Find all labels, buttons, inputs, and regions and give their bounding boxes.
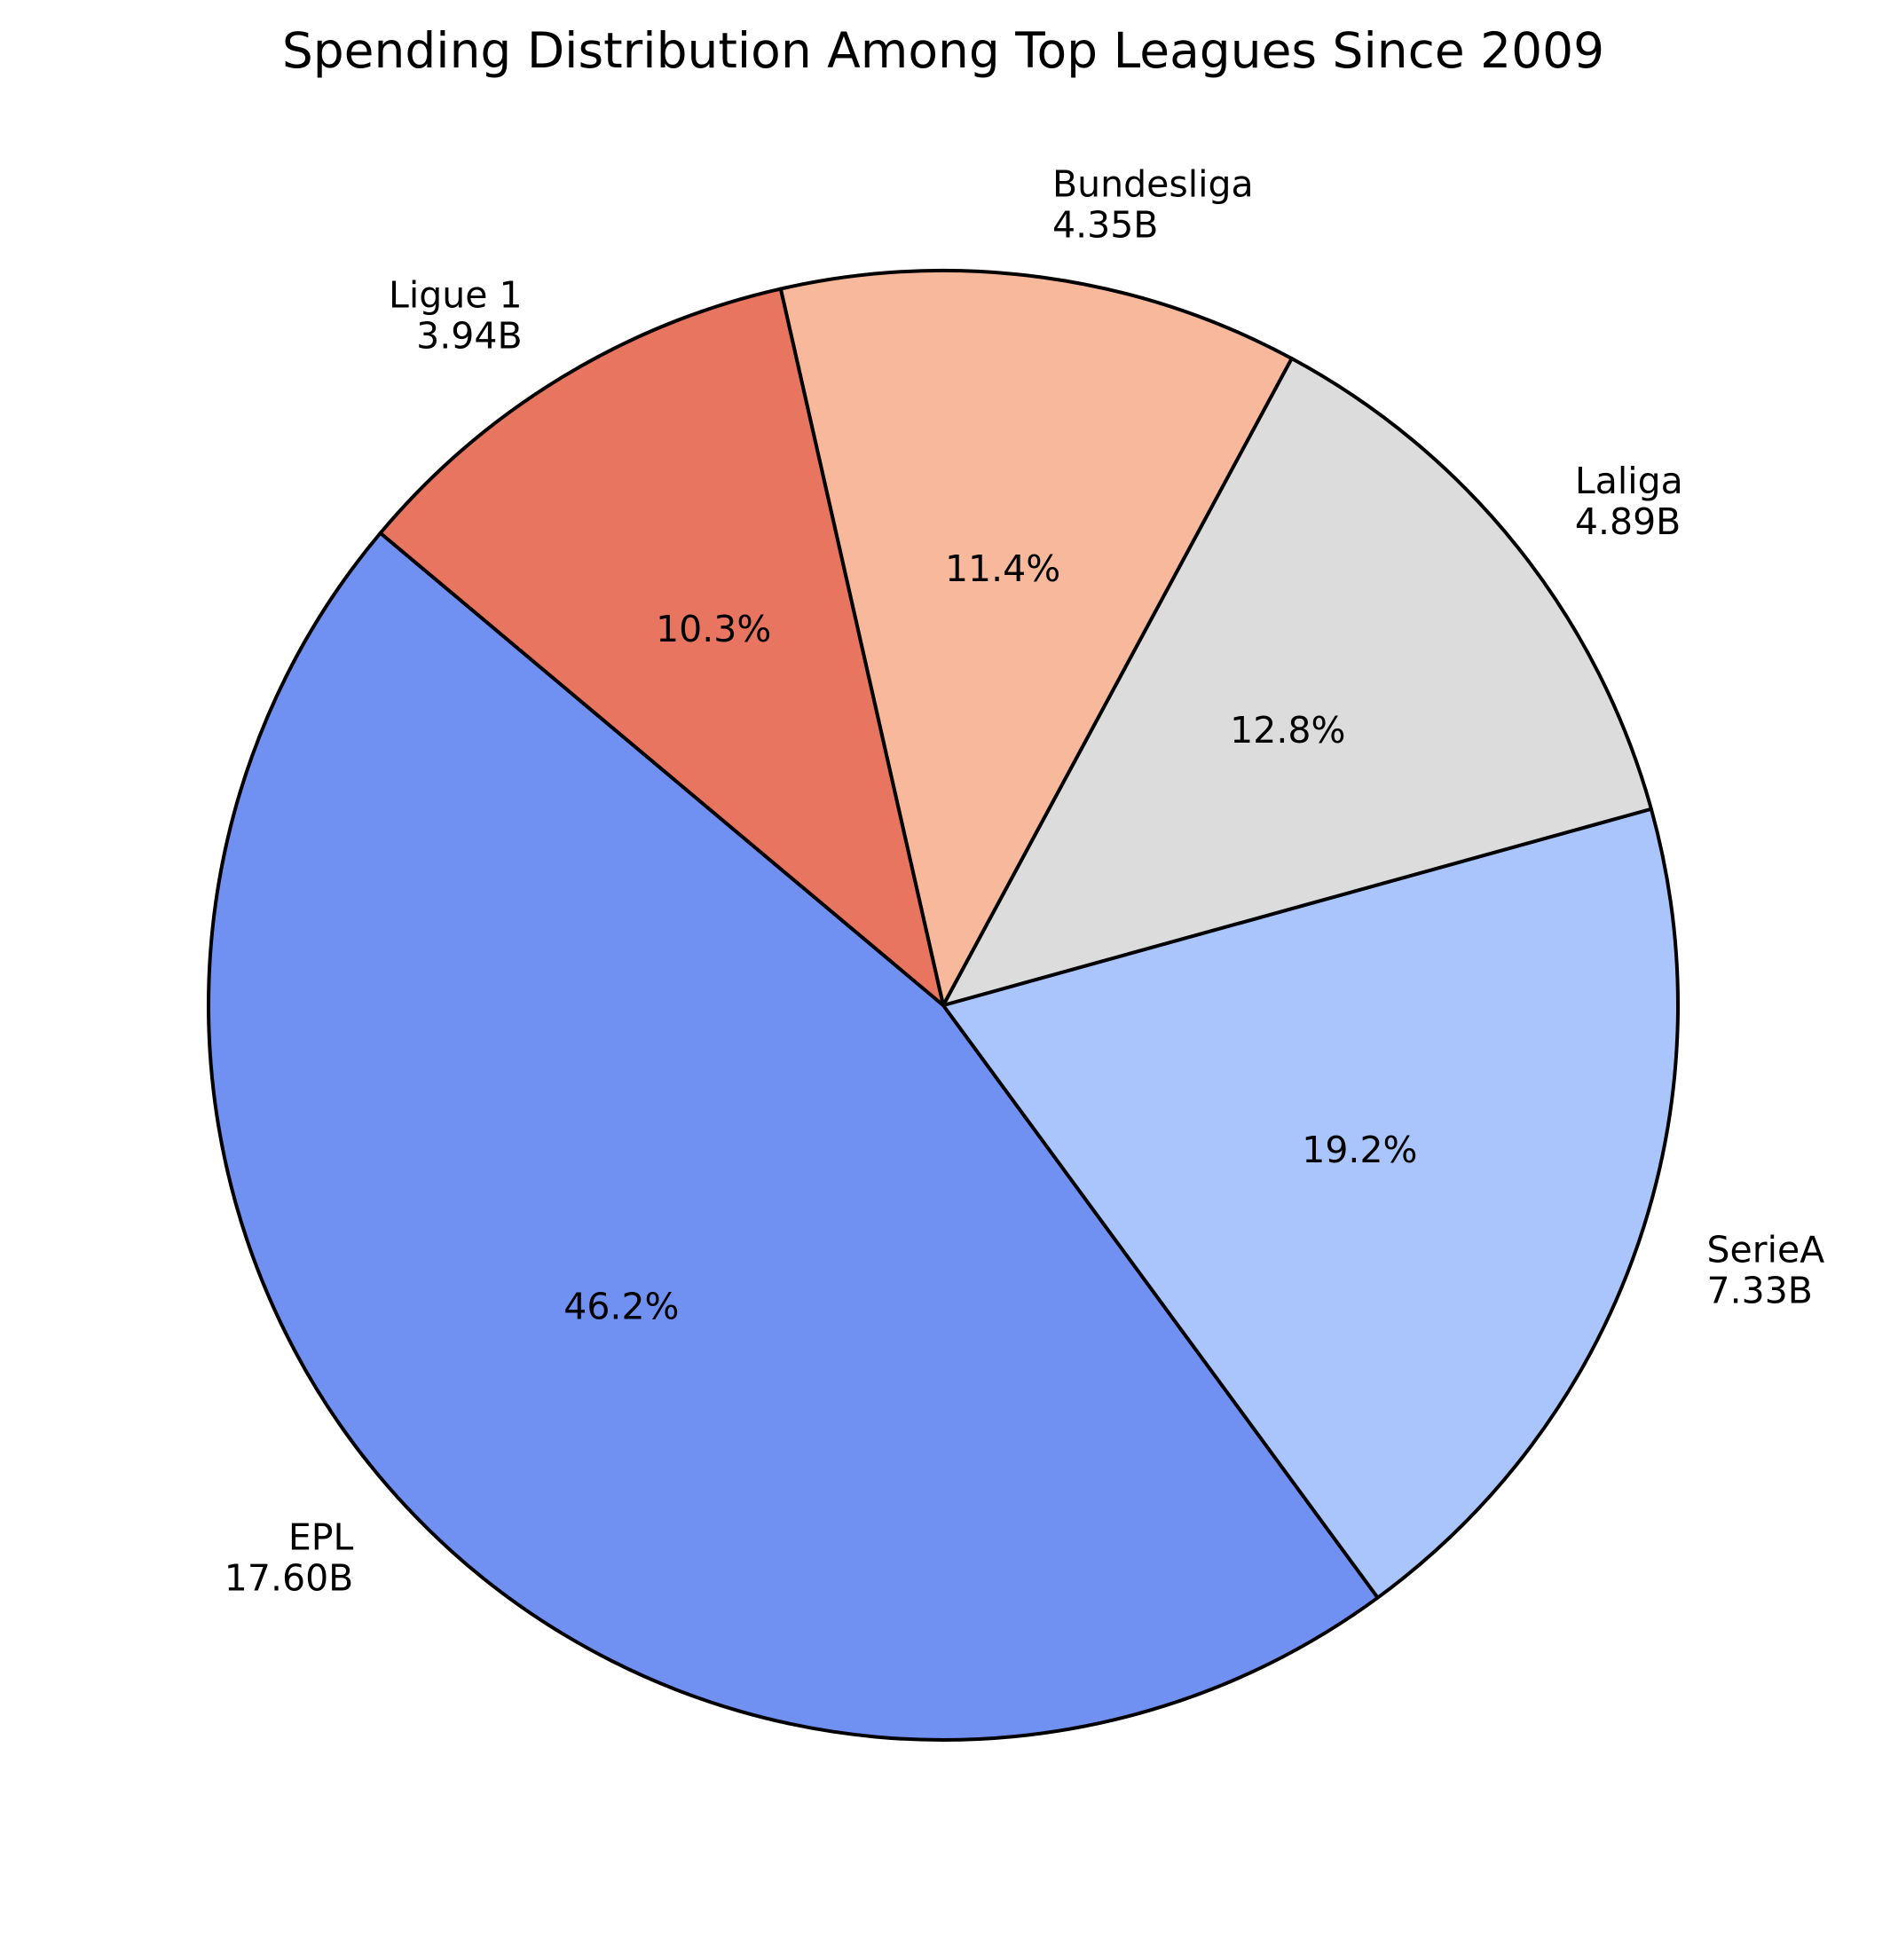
slice-labels: EPL 17.60B SerieA 7.33B Laliga 4.89B Bundeslig… (224, 163, 1824, 1600)
label-ligue-1: Ligue 1 3.94B (389, 274, 523, 358)
label-name-ligue-1: Ligue 1 (389, 274, 523, 317)
label-seriea: SerieA 7.33B (1707, 1228, 1825, 1311)
percent-label-laliga: 12.8% (1230, 709, 1345, 752)
slice-bundesliga (778, 269, 1294, 1007)
slice-ligue-1 (378, 287, 945, 1007)
label-bundesliga: Bundesliga 4.35B (1052, 163, 1254, 247)
label-epl: EPL 17.60B (224, 1516, 354, 1600)
label-name-bundesliga: Bundesliga (1052, 163, 1254, 206)
label-name-laliga: Laliga (1575, 460, 1683, 502)
slice-laliga (941, 357, 1653, 1007)
label-laliga: Laliga 4.89B (1575, 460, 1683, 543)
label-value-epl: 17.60B (224, 1557, 354, 1600)
label-value-ligue-1: 3.94B (416, 315, 522, 358)
percent-labels: 46.2% 19.2% 12.8% 11.4% 10.3% (563, 547, 1417, 1328)
label-value-seriea: 7.33B (1707, 1269, 1813, 1311)
label-name-seriea: SerieA (1707, 1228, 1825, 1271)
label-name-epl: EPL (288, 1516, 354, 1559)
label-value-bundesliga: 4.35B (1052, 204, 1158, 247)
chart-title: Spending Distribution Among Top Leagues … (282, 22, 1604, 79)
slice-seriea (941, 807, 1680, 1600)
label-value-laliga: 4.89B (1575, 500, 1681, 543)
slice-epl (207, 531, 1380, 1742)
percent-label-bundesliga: 11.4% (945, 547, 1060, 590)
percent-label-ligue-1: 10.3% (656, 608, 771, 650)
percent-label-epl: 46.2% (563, 1286, 679, 1328)
pie-slices (207, 269, 1680, 1742)
percent-label-seriea: 19.2% (1302, 1129, 1417, 1171)
